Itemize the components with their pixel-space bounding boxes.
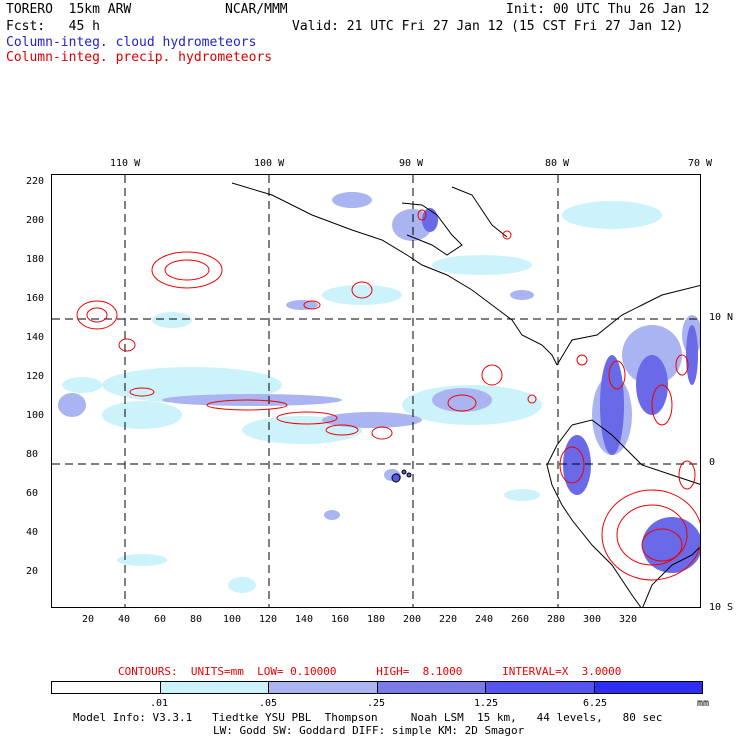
lat-label: 0: [709, 457, 716, 468]
y-tick-label: 20: [26, 566, 39, 577]
legend-value: 1.25: [474, 698, 499, 709]
y-tick-label: 180: [26, 254, 45, 265]
legend-color-bar: [51, 681, 703, 694]
x-tick-label: 240: [475, 614, 494, 625]
y-tick-label: 60: [26, 488, 39, 499]
lon-label: 80 W: [545, 158, 570, 169]
y-tick-label: 220: [26, 176, 45, 187]
legend-swatch: [377, 682, 486, 693]
field-label-precip: Column-integ. precip. hydrometeors: [6, 50, 273, 65]
y-tick-label: 160: [26, 293, 45, 304]
lat-label: 10 S: [709, 602, 734, 613]
y-tick-label: 100: [26, 410, 45, 421]
map-canvas: [52, 175, 700, 607]
lon-label: 70 W: [688, 158, 713, 169]
x-tick-label: 220: [439, 614, 458, 625]
x-tick-label: 280: [547, 614, 566, 625]
x-tick-label: 100: [223, 614, 242, 625]
x-tick-label: 80: [190, 614, 203, 625]
legend-value: .01: [150, 698, 169, 709]
coastline: [231, 182, 700, 607]
x-tick-label: 160: [331, 614, 350, 625]
legend-swatch: [486, 682, 595, 693]
y-tick-label: 80: [26, 449, 39, 460]
legend-swatch: [52, 682, 161, 693]
y-tick-label: 200: [26, 215, 45, 226]
x-tick-label: 40: [118, 614, 131, 625]
y-tick-label: 140: [26, 332, 45, 343]
x-tick-label: 300: [583, 614, 602, 625]
organization: NCAR/MMM: [225, 2, 288, 17]
legend-swatch: [594, 682, 702, 693]
legend-value: .25: [367, 698, 386, 709]
x-tick-label: 320: [619, 614, 638, 625]
x-tick-label: 200: [403, 614, 422, 625]
precip-contours: [76, 209, 700, 581]
lat-label: 10 N: [709, 312, 734, 323]
field-label-cloud: Column-integ. cloud hydrometeors: [6, 35, 257, 50]
x-tick-label: 20: [82, 614, 95, 625]
valid-time: Valid: 21 UTC Fri 27 Jan 12 (15 CST Fri …: [292, 19, 684, 34]
y-tick-label: 120: [26, 371, 45, 382]
x-tick-label: 180: [367, 614, 386, 625]
init-time: Init: 00 UTC Thu 26 Jan 12: [506, 2, 710, 17]
graticule: [52, 175, 700, 607]
lon-label: 100 W: [254, 158, 285, 169]
x-tick-label: 60: [154, 614, 167, 625]
model-title: TORERO 15km ARW: [6, 2, 132, 17]
x-tick-label: 260: [511, 614, 530, 625]
cloud-light-layer: [62, 201, 662, 593]
map-panel: [51, 174, 701, 608]
legend-value: 6.25: [583, 698, 608, 709]
cloud-medium-layer: [58, 192, 700, 520]
model-info-line2: LW: Godd SW: Goddard DIFF: simple KM: 2D…: [213, 724, 525, 737]
legend-units: mm: [697, 698, 710, 709]
lon-label: 90 W: [399, 158, 424, 169]
forecast-hour: Fcst: 45 h: [6, 19, 100, 34]
galapagos-islands: [391, 469, 412, 483]
model-info-line1: Model Info: V3.3.1 Tiedtke YSU PBL Thomp…: [73, 711, 663, 724]
x-tick-label: 140: [295, 614, 314, 625]
contour-info: CONTOURS: UNITS=mm LOW= 0.10000 HIGH= 8.…: [118, 665, 622, 678]
legend-swatch: [269, 682, 378, 693]
x-tick-label: 120: [259, 614, 278, 625]
y-tick-label: 40: [26, 527, 39, 538]
legend-swatch: [160, 682, 269, 693]
lon-label: 110 W: [110, 158, 141, 169]
legend-value: .05: [259, 698, 278, 709]
